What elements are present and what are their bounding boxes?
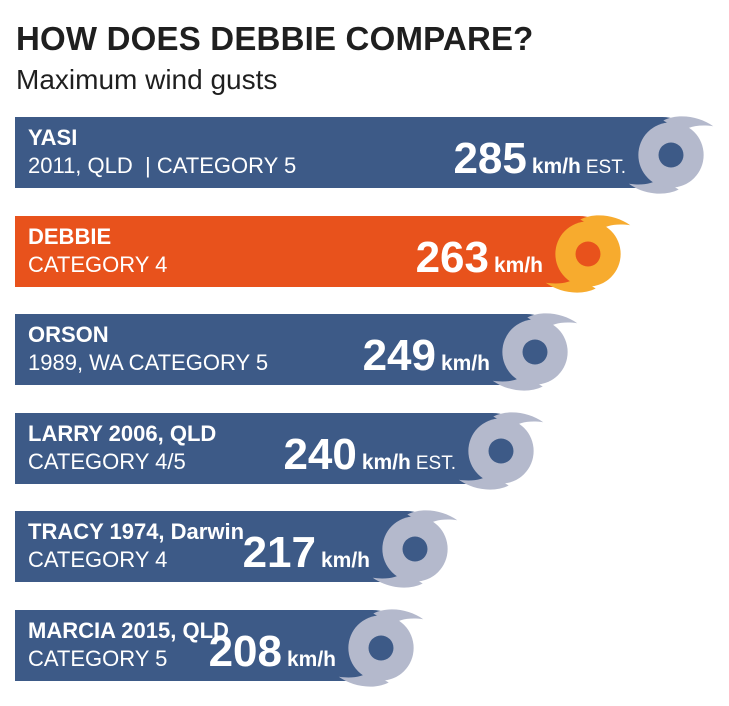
cyclone-detail: CATEGORY 4	[28, 252, 168, 277]
bar-row: LARRY 2006, QLD CATEGORY 4/5 240 km/h EST.	[15, 412, 608, 490]
bar	[15, 216, 615, 287]
bar	[15, 511, 442, 582]
cyclone-icon	[545, 215, 631, 293]
data-label-unit: km/h	[286, 648, 336, 671]
bar-row: TRACY 1974, Darwin CATEGORY 4 217 km/h	[15, 510, 522, 588]
data-label: 249 km/h	[363, 334, 490, 378]
cyclone-name: YASI	[28, 125, 78, 150]
data-label-value: 285	[453, 134, 527, 183]
data-label: 240 km/h EST.	[283, 433, 456, 477]
cyclone-icon	[628, 116, 714, 194]
bar	[15, 610, 408, 681]
bar	[15, 314, 562, 385]
data-label-unit: km/h	[320, 549, 370, 572]
cyclone-name: MARCIA 2015, QLD	[28, 618, 229, 643]
cyclone-detail: 1989, WA CATEGORY 5	[28, 350, 269, 375]
data-label-value: 263	[415, 233, 489, 282]
bar-row: MARCIA 2015, QLD CATEGORY 5 208 km/h	[15, 609, 488, 687]
bar-row: DEBBIE CATEGORY 4 263 km/h	[15, 215, 695, 293]
bar-label: TRACY 1974, Darwin CATEGORY 4	[28, 518, 244, 574]
data-label: 263 km/h	[416, 236, 543, 280]
data-label-value: 249	[362, 331, 436, 380]
bar-row: YASI 2011, QLD | CATEGORY 5 285 km/h EST.	[15, 116, 729, 194]
chart-title: HOW DOES DEBBIE COMPARE?	[16, 20, 534, 57]
bar	[15, 117, 698, 188]
bar-label: YASI 2011, QLD | CATEGORY 5	[28, 124, 296, 180]
cyclone-icon	[372, 510, 458, 588]
data-label-value: 208	[208, 627, 282, 676]
cyclone-name: TRACY 1974, Darwin	[28, 519, 245, 544]
bar-row: ORSON 1989, WA CATEGORY 5 249 km/h	[15, 313, 642, 391]
data-label: 208 km/h	[209, 630, 336, 674]
cyclone-detail: CATEGORY 4/5	[28, 449, 186, 474]
cyclone-name: DEBBIE	[28, 224, 112, 249]
data-label: 217 km/h	[243, 531, 370, 575]
chart-subtitle: Maximum wind gusts	[16, 64, 278, 95]
cyclone-name: ORSON	[28, 322, 109, 347]
data-label-unit: km/h	[493, 254, 543, 277]
bar-label: MARCIA 2015, QLD CATEGORY 5	[28, 617, 229, 673]
cyclone-detail: CATEGORY 5	[28, 646, 168, 671]
data-label-unit: km/h	[531, 155, 581, 178]
data-label-unit: km/h	[440, 352, 490, 375]
cyclone-icon	[458, 412, 544, 490]
data-label-unit: km/h	[361, 451, 411, 474]
data-label-value: 240	[283, 430, 357, 479]
bar-label: DEBBIE CATEGORY 4	[28, 223, 167, 279]
bar	[15, 413, 528, 484]
data-label-note: EST.	[585, 157, 626, 178]
cyclone-icon	[338, 609, 424, 687]
cyclone-detail: CATEGORY 4	[28, 547, 168, 572]
cyclone-icon	[492, 313, 578, 391]
bar-label: ORSON 1989, WA CATEGORY 5	[28, 321, 268, 377]
cyclone-detail: 2011, QLD | CATEGORY 5	[28, 153, 297, 178]
cyclone-name: LARRY 2006, QLD	[28, 421, 217, 446]
data-label-note: EST.	[415, 453, 456, 474]
bar-label: LARRY 2006, QLD CATEGORY 4/5	[28, 420, 216, 476]
data-label: 285 km/h EST.	[453, 137, 626, 181]
data-label-value: 217	[242, 528, 316, 577]
